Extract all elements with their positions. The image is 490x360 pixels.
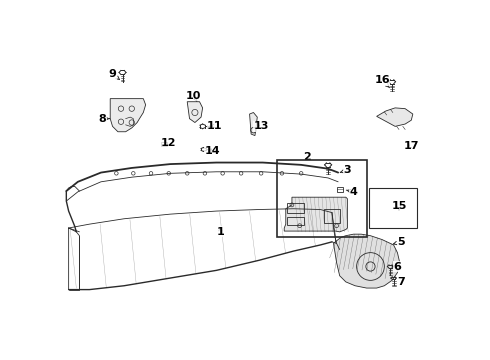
Text: 15: 15 bbox=[392, 202, 407, 211]
Text: 11: 11 bbox=[207, 121, 222, 131]
Text: 6: 6 bbox=[393, 261, 401, 271]
Bar bbox=[276, 160, 368, 237]
Text: 9: 9 bbox=[109, 69, 120, 80]
Bar bbox=[324, 209, 340, 222]
Bar bbox=[369, 188, 416, 228]
Polygon shape bbox=[377, 108, 413, 126]
Text: 7: 7 bbox=[397, 277, 405, 287]
Text: 14: 14 bbox=[205, 146, 220, 156]
Text: 13: 13 bbox=[253, 121, 269, 131]
Polygon shape bbox=[187, 102, 203, 122]
Polygon shape bbox=[110, 99, 146, 132]
Text: 1: 1 bbox=[217, 227, 224, 237]
Polygon shape bbox=[334, 234, 400, 288]
Text: 5: 5 bbox=[393, 237, 405, 247]
Bar bbox=[337, 187, 343, 192]
Polygon shape bbox=[284, 197, 347, 232]
Bar bbox=[161, 142, 167, 147]
Text: 4: 4 bbox=[346, 187, 358, 197]
Bar bbox=[287, 217, 304, 225]
Text: 3: 3 bbox=[340, 165, 351, 175]
Polygon shape bbox=[249, 112, 257, 136]
Bar bbox=[287, 203, 304, 213]
Text: 10: 10 bbox=[186, 91, 201, 101]
Text: 8: 8 bbox=[98, 114, 110, 123]
Text: 16: 16 bbox=[374, 75, 390, 88]
Text: 2: 2 bbox=[303, 152, 311, 162]
Text: 17: 17 bbox=[404, 141, 419, 150]
Text: 12: 12 bbox=[161, 138, 176, 148]
